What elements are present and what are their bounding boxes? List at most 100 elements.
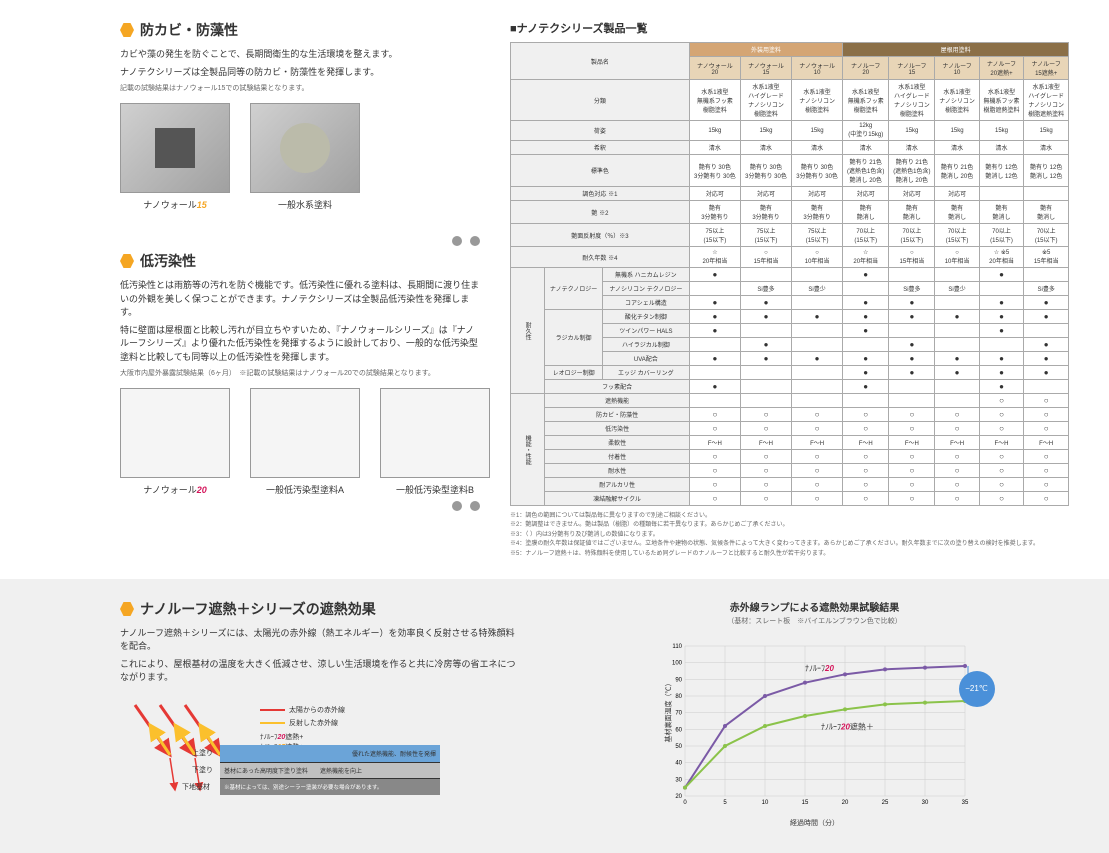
table-cell: ○ [1024,478,1069,492]
table-cell [740,324,791,338]
table-cell: 艶有り 21色艶消し 20色 [935,155,979,187]
th-product: ナノウォール20 [689,57,740,80]
chart-subtitle: （基材：スレート板 ※バイエルンブラウン色で比較） [560,616,1069,626]
table-cell: Si豊多 [889,282,935,296]
table-cell: ● [935,366,979,380]
table-cell [792,394,843,408]
table-cell: 70以上(15以下) [935,224,979,247]
svg-text:30: 30 [921,800,928,806]
table-cell: ○15年相当 [740,247,791,268]
y-axis-label: 基材裏面温度（℃） [663,679,673,742]
table-cell [792,268,843,282]
table-cell: ○ [979,450,1024,464]
image-row: ナノウォール15 一般水系塗料 [120,103,480,211]
table-cell [889,324,935,338]
table-cell: 水系1液型ハイグレードナノシリコン樹脂遮熱塗料 [1024,80,1069,121]
table-cell: ○ [935,422,979,436]
table-cell: ○ [1024,492,1069,506]
table-cell: 15kg [792,121,843,141]
table-cell: ○ [740,422,791,436]
table-cell [792,324,843,338]
table-cell: ○ [689,408,740,422]
table-cell: ● [889,352,935,366]
table-cell: 艶有艶消し [979,201,1024,224]
layer-diagram: 太陽からの赤外線 反射した赤外線 ﾅﾉﾙｰﾌ20遮熱+ ﾅﾉﾙｰﾌ15遮熱+ 上… [120,700,440,810]
table-cell: 艶有3分艶有り [792,201,843,224]
table-cell: ● [979,366,1024,380]
caption: 一般低汚染型塗料A [250,483,360,496]
table-cell: ○ [689,492,740,506]
th-product: ナノルーフ20遮熱+ [979,57,1024,80]
table-cell: 対応可 [689,187,740,201]
table-cell: ○ [979,408,1024,422]
th-product: ナノルーフ15遮熱+ [1024,57,1069,80]
table-cell: ○ [843,464,889,478]
table-cell: ● [843,366,889,380]
table-cell: ● [979,310,1024,324]
layer-topcoat: 上塗り 優れた遮熱機能、耐候性を発揮 [220,745,440,763]
table-cell: 艶有艶消し [889,201,935,224]
table-cell: 対応可 [740,187,791,201]
table-cell: 艶有り 21色(遮熱色1色含)艶消し 20色 [843,155,889,187]
table-cell: 艶有艶消し [1024,201,1069,224]
products-table: 製品名 外装用塗料 屋根用塗料 ナノウォール20ナノウォール15ナノウォール10… [510,42,1069,506]
caption: 一般低汚染型塗料B [380,483,490,496]
table-cell: F～H [935,436,979,450]
th-product: ナノルーフ20 [843,57,889,80]
table-cell: ○ [740,478,791,492]
table-cell: ○10年相当 [935,247,979,268]
table-cell: ○ [689,464,740,478]
table-cell [689,394,740,408]
table-cell: ● [689,324,740,338]
sample-image [380,388,490,478]
table-cell: ● [689,296,740,310]
table-cell: ● [979,268,1024,282]
table-cell: ○ [889,492,935,506]
table-cell [792,338,843,352]
svg-text:70: 70 [675,711,682,717]
table-cell: 対応可 [935,187,979,201]
layer-primer: 下塗り 基材にあった高明度下塗り塗料 遮熱機能を向上 [220,763,440,779]
svg-text:25: 25 [881,800,888,806]
table-title: ■ナノテクシリーズ製品一覧 [510,20,1069,36]
table-cell: 清水 [889,141,935,155]
table-cell: 15kg [1024,121,1069,141]
table-cell [935,296,979,310]
table-cell: 清水 [792,141,843,155]
desc: ナノルーフ遮熱＋シリーズには、太陽光の赤外線（熱エネルギー）を効率良く反射させる… [120,627,520,654]
table-cell: ○ [889,408,935,422]
desc: ナノテクシリーズは全製品同等の防カビ・防藻性を発揮します。 [120,66,480,80]
table-cell: ○ [792,492,843,506]
table-cell [1024,268,1069,282]
desc: カビや藻の発生を防ぐことで、長期間衛生的な生活環境を整えます。 [120,48,480,62]
table-cell: 75以上(15以下) [689,224,740,247]
table-cell: 対応可 [889,187,935,201]
table-cell: ○ [792,450,843,464]
svg-text:15: 15 [801,800,808,806]
table-cell [689,366,740,380]
table-cell: ※515年相当 [1024,247,1069,268]
table-cell: 艶有り 12色艶消し 12色 [1024,155,1069,187]
hex-icon [120,23,134,37]
table-cell: ● [889,296,935,310]
table-cell: F～H [1024,436,1069,450]
chart-svg: 203040506070809010011005101520253035ﾅﾉﾙｰ… [655,636,975,816]
table-cell [889,268,935,282]
table-cell [1024,380,1069,394]
table-cell [1024,324,1069,338]
svg-text:0: 0 [683,800,687,806]
footnote: ※4：塗膜の耐久年数は保証値ではございません。立地条件や建物の状態、気候条件によ… [510,540,1069,548]
table-cell: 清水 [935,141,979,155]
table-cell: F～H [979,436,1024,450]
table-cell: Si豊多 [1024,282,1069,296]
table-cell: F～H [792,436,843,450]
sample-image [250,388,360,478]
table-cell: 15kg [935,121,979,141]
table-cell: ○ [1024,394,1069,408]
table-cell: Si豊少 [935,282,979,296]
table-cell: ○ [740,408,791,422]
table-cell: ● [1024,366,1069,380]
table-cell: 艶有り 21色(遮熱色1色含)艶消し 20色 [889,155,935,187]
layer-substrate: 下地基材 ※基材によっては、別途シーラー塗装が必要な場合があります。 [220,779,440,795]
svg-text:5: 5 [723,800,727,806]
